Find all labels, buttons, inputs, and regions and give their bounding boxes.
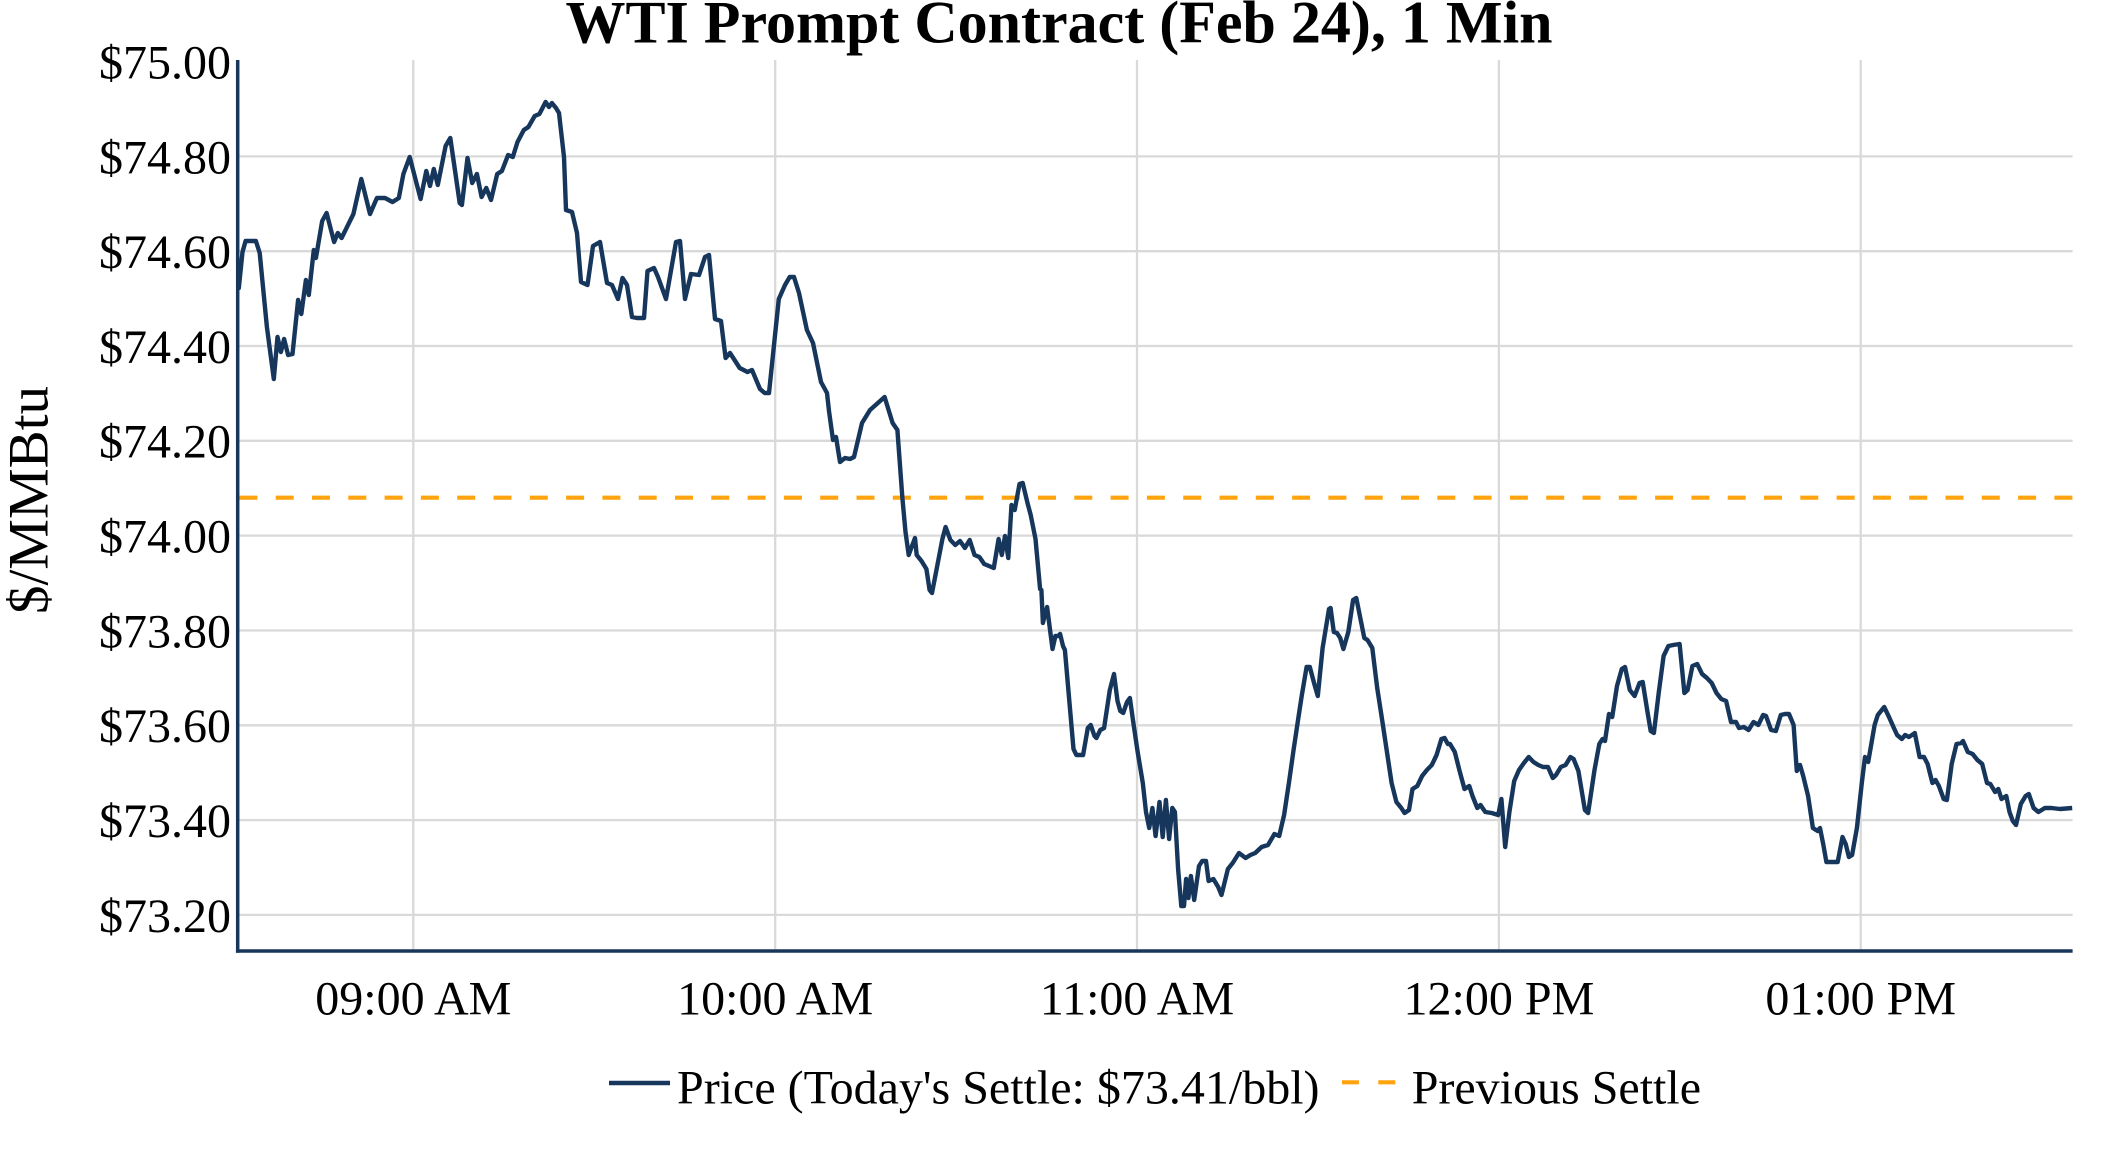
svg-text:12:00 PM: 12:00 PM <box>1404 973 1595 1026</box>
svg-text:Price (Today's Settle: $73.41/: Price (Today's Settle: $73.41/bbl) <box>677 1062 1320 1115</box>
svg-text:$73.60: $73.60 <box>99 700 231 753</box>
svg-text:11:00 AM: 11:00 AM <box>1040 973 1234 1026</box>
svg-text:$74.40: $74.40 <box>99 321 231 374</box>
svg-text:01:00 PM: 01:00 PM <box>1765 973 1956 1026</box>
svg-text:$/MMBtu: $/MMBtu <box>0 386 61 614</box>
svg-text:$73.20: $73.20 <box>99 890 231 943</box>
svg-text:Previous Settle: Previous Settle <box>1412 1062 1701 1115</box>
svg-text:$74.60: $74.60 <box>99 226 231 279</box>
svg-text:$74.20: $74.20 <box>99 416 231 469</box>
svg-text:09:00 AM: 09:00 AM <box>315 973 511 1026</box>
svg-text:$74.00: $74.00 <box>99 511 231 564</box>
svg-text:$73.40: $73.40 <box>99 795 231 848</box>
svg-text:$75.00: $75.00 <box>99 37 231 90</box>
svg-text:10:00 AM: 10:00 AM <box>677 973 873 1026</box>
svg-text:WTI Prompt Contract (Feb 24),: WTI Prompt Contract (Feb 24), 1 Min <box>565 0 1552 55</box>
svg-text:$74.80: $74.80 <box>99 131 231 184</box>
svg-text:$73.80: $73.80 <box>99 605 231 658</box>
